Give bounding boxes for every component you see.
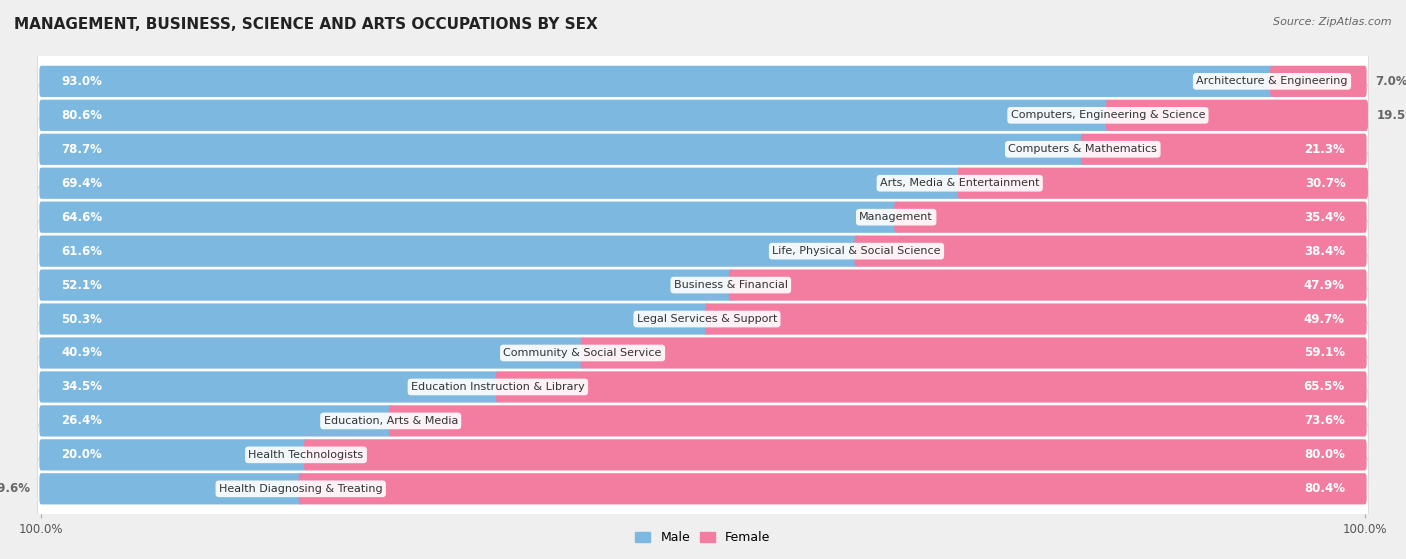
Text: Education, Arts & Media: Education, Arts & Media bbox=[323, 416, 458, 426]
Text: Source: ZipAtlas.com: Source: ZipAtlas.com bbox=[1274, 17, 1392, 27]
FancyBboxPatch shape bbox=[38, 49, 1368, 113]
Text: 80.4%: 80.4% bbox=[1303, 482, 1344, 495]
Text: 19.5%: 19.5% bbox=[1376, 109, 1406, 122]
Text: Health Diagnosing & Treating: Health Diagnosing & Treating bbox=[219, 484, 382, 494]
Text: 26.4%: 26.4% bbox=[62, 414, 103, 428]
Text: 38.4%: 38.4% bbox=[1303, 245, 1344, 258]
FancyBboxPatch shape bbox=[38, 219, 1368, 283]
FancyBboxPatch shape bbox=[704, 304, 1367, 335]
FancyBboxPatch shape bbox=[38, 457, 1368, 521]
Text: Community & Social Service: Community & Social Service bbox=[503, 348, 662, 358]
Text: Life, Physical & Social Science: Life, Physical & Social Science bbox=[772, 246, 941, 256]
FancyBboxPatch shape bbox=[39, 202, 898, 233]
FancyBboxPatch shape bbox=[39, 66, 1274, 97]
Text: 61.6%: 61.6% bbox=[62, 245, 103, 258]
Text: 78.7%: 78.7% bbox=[62, 143, 103, 156]
FancyBboxPatch shape bbox=[38, 321, 1368, 385]
FancyBboxPatch shape bbox=[38, 389, 1368, 453]
Text: 34.5%: 34.5% bbox=[62, 381, 103, 394]
Text: 40.9%: 40.9% bbox=[62, 347, 103, 359]
FancyBboxPatch shape bbox=[39, 405, 392, 437]
Text: 65.5%: 65.5% bbox=[1303, 381, 1344, 394]
Text: 21.3%: 21.3% bbox=[1303, 143, 1344, 156]
FancyBboxPatch shape bbox=[496, 371, 1367, 402]
FancyBboxPatch shape bbox=[39, 168, 962, 199]
Text: 19.6%: 19.6% bbox=[0, 482, 31, 495]
FancyBboxPatch shape bbox=[39, 304, 709, 335]
Text: Arts, Media & Entertainment: Arts, Media & Entertainment bbox=[880, 178, 1039, 188]
FancyBboxPatch shape bbox=[38, 287, 1368, 352]
FancyBboxPatch shape bbox=[38, 83, 1368, 148]
FancyBboxPatch shape bbox=[38, 253, 1368, 318]
Text: MANAGEMENT, BUSINESS, SCIENCE AND ARTS OCCUPATIONS BY SEX: MANAGEMENT, BUSINESS, SCIENCE AND ARTS O… bbox=[14, 17, 598, 32]
FancyBboxPatch shape bbox=[38, 185, 1368, 249]
Text: Architecture & Engineering: Architecture & Engineering bbox=[1197, 77, 1348, 87]
FancyBboxPatch shape bbox=[1270, 66, 1367, 97]
FancyBboxPatch shape bbox=[39, 100, 1109, 131]
Text: Legal Services & Support: Legal Services & Support bbox=[637, 314, 778, 324]
Text: 69.4%: 69.4% bbox=[62, 177, 103, 190]
Text: 20.0%: 20.0% bbox=[62, 448, 103, 461]
Text: 73.6%: 73.6% bbox=[1303, 414, 1344, 428]
FancyBboxPatch shape bbox=[728, 269, 1367, 301]
FancyBboxPatch shape bbox=[581, 338, 1367, 368]
Text: Computers & Mathematics: Computers & Mathematics bbox=[1008, 144, 1157, 154]
FancyBboxPatch shape bbox=[38, 354, 1368, 419]
Text: 52.1%: 52.1% bbox=[62, 278, 103, 292]
Text: Business & Financial: Business & Financial bbox=[673, 280, 787, 290]
FancyBboxPatch shape bbox=[894, 202, 1367, 233]
FancyBboxPatch shape bbox=[38, 151, 1368, 216]
FancyBboxPatch shape bbox=[39, 473, 302, 504]
FancyBboxPatch shape bbox=[39, 134, 1085, 165]
Text: 80.0%: 80.0% bbox=[1303, 448, 1344, 461]
Text: 30.7%: 30.7% bbox=[1305, 177, 1346, 190]
Text: 64.6%: 64.6% bbox=[62, 211, 103, 224]
Legend: Male, Female: Male, Female bbox=[630, 526, 776, 549]
Text: 80.6%: 80.6% bbox=[62, 109, 103, 122]
FancyBboxPatch shape bbox=[304, 439, 1367, 471]
Text: Health Technologists: Health Technologists bbox=[249, 450, 364, 460]
Text: 59.1%: 59.1% bbox=[1303, 347, 1344, 359]
FancyBboxPatch shape bbox=[388, 405, 1367, 437]
FancyBboxPatch shape bbox=[38, 117, 1368, 182]
Text: 50.3%: 50.3% bbox=[62, 312, 103, 325]
Text: Education Instruction & Library: Education Instruction & Library bbox=[411, 382, 585, 392]
FancyBboxPatch shape bbox=[39, 338, 585, 368]
Text: 7.0%: 7.0% bbox=[1375, 75, 1406, 88]
Text: 93.0%: 93.0% bbox=[62, 75, 103, 88]
FancyBboxPatch shape bbox=[39, 371, 501, 402]
FancyBboxPatch shape bbox=[38, 423, 1368, 487]
Text: 49.7%: 49.7% bbox=[1303, 312, 1344, 325]
FancyBboxPatch shape bbox=[1081, 134, 1367, 165]
FancyBboxPatch shape bbox=[39, 235, 859, 267]
FancyBboxPatch shape bbox=[957, 168, 1368, 199]
FancyBboxPatch shape bbox=[39, 269, 733, 301]
Text: Management: Management bbox=[859, 212, 934, 222]
FancyBboxPatch shape bbox=[1107, 100, 1368, 131]
FancyBboxPatch shape bbox=[298, 473, 1367, 504]
Text: 47.9%: 47.9% bbox=[1303, 278, 1344, 292]
FancyBboxPatch shape bbox=[39, 439, 308, 471]
Text: Computers, Engineering & Science: Computers, Engineering & Science bbox=[1011, 110, 1205, 120]
FancyBboxPatch shape bbox=[855, 235, 1367, 267]
Text: 35.4%: 35.4% bbox=[1303, 211, 1344, 224]
